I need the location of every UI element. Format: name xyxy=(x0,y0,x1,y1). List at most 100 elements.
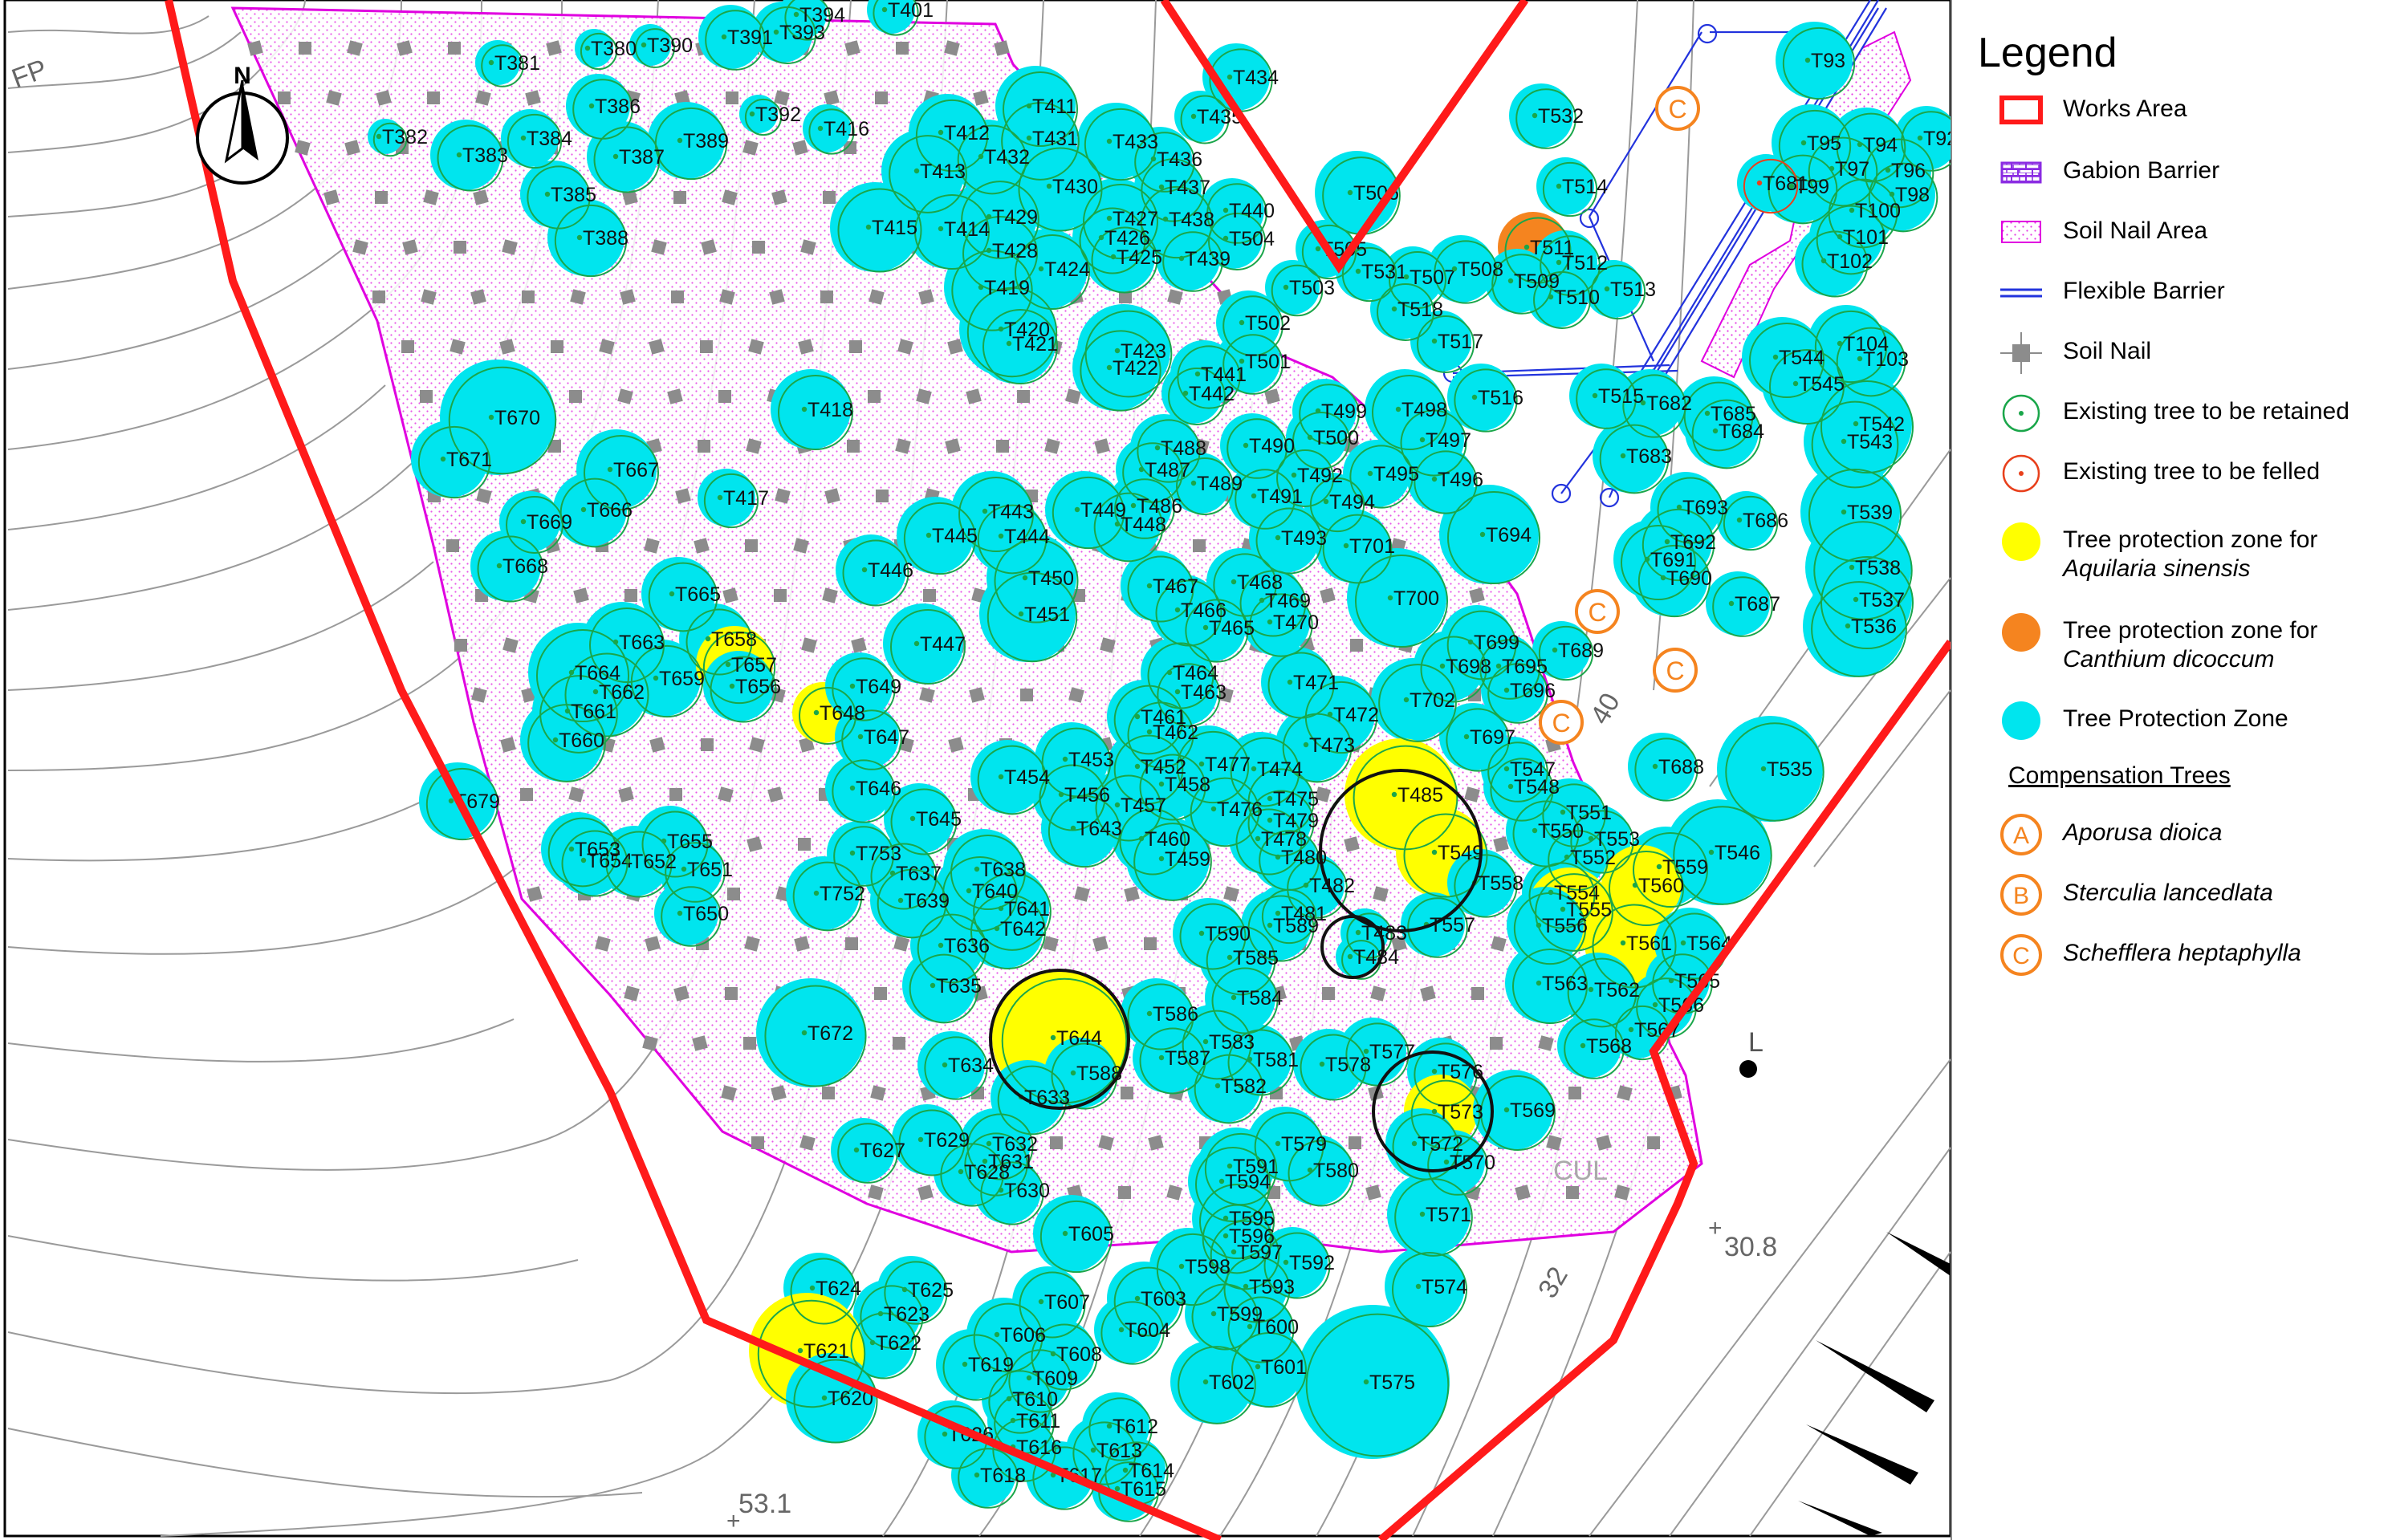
tree-label-t461[interactable]: T461 xyxy=(1141,706,1186,729)
tree-label-t575[interactable]: T575 xyxy=(1369,1371,1415,1394)
tree-label-t654[interactable]: T654 xyxy=(587,850,633,872)
tree-label-t582[interactable]: T582 xyxy=(1221,1075,1267,1098)
tree-label-t499[interactable]: T499 xyxy=(1321,400,1367,423)
tree-label-t473[interactable]: T473 xyxy=(1309,734,1355,757)
tree-label-t578[interactable]: T578 xyxy=(1325,1054,1371,1076)
tree-label-t469[interactable]: T469 xyxy=(1265,590,1311,612)
tree-label-t598[interactable]: T598 xyxy=(1185,1256,1231,1278)
tree-label-t544[interactable]: T544 xyxy=(1779,347,1825,369)
tree-label-t445[interactable]: T445 xyxy=(932,525,978,547)
tree-label-t547[interactable]: T547 xyxy=(1510,758,1556,781)
tree-label-t456[interactable]: T456 xyxy=(1064,784,1110,807)
tree-label-t479[interactable]: T479 xyxy=(1273,810,1319,832)
tree-label-t611[interactable]: T611 xyxy=(1016,1410,1060,1432)
tree-label-t392[interactable]: T392 xyxy=(755,104,801,126)
tree-label-t474[interactable]: T474 xyxy=(1257,758,1303,781)
tree-label-t584[interactable]: T584 xyxy=(1237,987,1283,1010)
tree-label-t466[interactable]: T466 xyxy=(1181,599,1227,622)
tree-label-t580[interactable]: T580 xyxy=(1313,1160,1359,1182)
tree-label-t449[interactable]: T449 xyxy=(1080,499,1126,522)
tree-label-t389[interactable]: T389 xyxy=(683,130,729,152)
tree-label-t644[interactable]: T644 xyxy=(1056,1027,1102,1050)
tree-label-t579[interactable]: T579 xyxy=(1281,1133,1327,1156)
tree-label-t411[interactable]: T411 xyxy=(1032,95,1076,118)
tree-label-t557[interactable]: T557 xyxy=(1430,914,1475,937)
tree-label-t471[interactable]: T471 xyxy=(1293,672,1339,694)
tree-label-t581[interactable]: T581 xyxy=(1253,1049,1299,1071)
tree-label-t486[interactable]: T486 xyxy=(1137,495,1182,518)
tree-label-t621[interactable]: T621 xyxy=(803,1340,849,1363)
tree-label-t457[interactable]: T457 xyxy=(1121,794,1166,817)
tree-label-t418[interactable]: T418 xyxy=(808,399,853,421)
tree-label-t454[interactable]: T454 xyxy=(1004,766,1050,789)
tree-label-t509[interactable]: T509 xyxy=(1514,270,1560,293)
tree-label-t103[interactable]: T103 xyxy=(1863,348,1909,371)
tree-label-t477[interactable]: T477 xyxy=(1205,754,1251,776)
tree-label-t498[interactable]: T498 xyxy=(1401,399,1447,421)
tree-label-t645[interactable]: T645 xyxy=(916,808,962,831)
tree-label-t671[interactable]: T671 xyxy=(446,449,492,471)
tree-label-t604[interactable]: T604 xyxy=(1125,1319,1170,1342)
tree-label-t595[interactable]: T595 xyxy=(1229,1208,1275,1230)
tree-label-t697[interactable]: T697 xyxy=(1470,726,1515,749)
tree-label-t429[interactable]: T429 xyxy=(992,206,1038,229)
tree-label-t426[interactable]: T426 xyxy=(1104,227,1150,250)
tree-label-t96[interactable]: T96 xyxy=(1891,160,1926,182)
tree-label-t691[interactable]: T691 xyxy=(1650,549,1696,571)
tree-label-t682[interactable]: T682 xyxy=(1646,392,1692,415)
tree-label-t632[interactable]: T632 xyxy=(992,1133,1038,1156)
tree-label-t553[interactable]: T553 xyxy=(1594,828,1640,851)
tree-label-t495[interactable]: T495 xyxy=(1373,463,1419,486)
tree-label-t546[interactable]: T546 xyxy=(1715,842,1760,864)
tree-label-t647[interactable]: T647 xyxy=(864,726,909,749)
tree-label-t390[interactable]: T390 xyxy=(647,35,693,57)
tree-label-t481[interactable]: T481 xyxy=(1281,903,1327,925)
tree-label-t660[interactable]: T660 xyxy=(559,729,604,752)
tree-label-t696[interactable]: T696 xyxy=(1510,680,1556,702)
tree-label-t629[interactable]: T629 xyxy=(924,1129,970,1152)
tree-label-t464[interactable]: T464 xyxy=(1173,662,1218,685)
tree-label-t384[interactable]: T384 xyxy=(527,128,572,150)
tree-label-t562[interactable]: T562 xyxy=(1594,979,1640,1002)
tree-label-t639[interactable]: T639 xyxy=(904,890,950,912)
tree-label-t583[interactable]: T583 xyxy=(1209,1031,1255,1054)
tree-label-t686[interactable]: T686 xyxy=(1743,510,1788,532)
tree-label-t577[interactable]: T577 xyxy=(1369,1041,1415,1063)
tree-label-t684[interactable]: T684 xyxy=(1719,421,1764,443)
tree-label-t602[interactable]: T602 xyxy=(1209,1371,1255,1394)
tree-label-t550[interactable]: T550 xyxy=(1538,820,1584,843)
tree-label-t422[interactable]: T422 xyxy=(1113,357,1158,380)
tree-label-t518[interactable]: T518 xyxy=(1397,299,1443,321)
tree-label-t656[interactable]: T656 xyxy=(735,676,781,698)
tree-label-t539[interactable]: T539 xyxy=(1847,502,1893,524)
tree-label-t428[interactable]: T428 xyxy=(992,240,1038,262)
tree-label-t388[interactable]: T388 xyxy=(583,227,629,250)
tree-label-t101[interactable]: T101 xyxy=(1843,226,1889,249)
tree-label-t651[interactable]: T651 xyxy=(687,859,733,881)
tree-label-t637[interactable]: T637 xyxy=(896,863,942,885)
tree-label-t500[interactable]: T500 xyxy=(1313,427,1359,449)
tree-label-t702[interactable]: T702 xyxy=(1410,689,1455,712)
tree-label-t665[interactable]: T665 xyxy=(675,583,721,606)
tree-label-t631[interactable]: T631 xyxy=(988,1151,1034,1173)
tree-label-t585[interactable]: T585 xyxy=(1233,947,1279,969)
tree-label-t444[interactable]: T444 xyxy=(1004,526,1050,548)
tree-label-t440[interactable]: T440 xyxy=(1229,200,1275,222)
tree-label-t571[interactable]: T571 xyxy=(1426,1204,1471,1226)
tree-label-t628[interactable]: T628 xyxy=(964,1161,1010,1184)
tree-label-t650[interactable]: T650 xyxy=(683,903,729,925)
tree-label-t693[interactable]: T693 xyxy=(1682,497,1728,519)
tree-label-t439[interactable]: T439 xyxy=(1185,248,1231,270)
tree-label-t502[interactable]: T502 xyxy=(1245,312,1291,335)
tree-label-t613[interactable]: T613 xyxy=(1096,1440,1142,1462)
tree-label-t551[interactable]: T551 xyxy=(1566,802,1612,824)
tree-label-t638[interactable]: T638 xyxy=(980,859,1026,881)
tree-label-t386[interactable]: T386 xyxy=(595,95,641,118)
tree-label-t753[interactable]: T753 xyxy=(856,843,901,865)
tree-label-t667[interactable]: T667 xyxy=(613,459,659,482)
tree-label-t510[interactable]: T510 xyxy=(1554,286,1600,309)
tree-label-t489[interactable]: T489 xyxy=(1197,473,1243,495)
tree-label-t652[interactable]: T652 xyxy=(631,851,677,873)
tree-label-t538[interactable]: T538 xyxy=(1855,557,1901,579)
